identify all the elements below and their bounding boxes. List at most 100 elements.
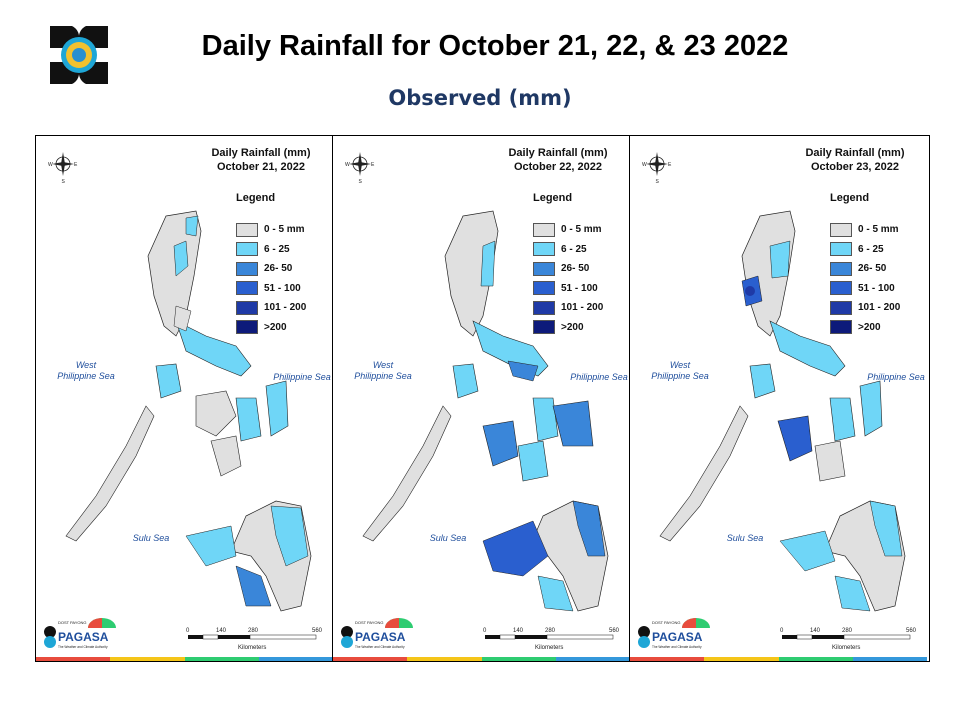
compass-rose-icon: W E S [345,152,375,185]
page-title: Daily Rainfall for October 21, 22, & 23 … [201,30,789,62]
legend-item: >200 [533,318,603,338]
legend-swatch [236,261,258,276]
legend-item: 26- 50 [830,259,900,279]
scale-tick: 280 [248,628,259,634]
legend-item: 51 - 100 [236,279,306,299]
scale-tick: 140 [810,628,821,634]
brand-top: DOST [58,620,70,625]
compass-e: E [668,162,672,168]
compass-e: E [74,162,78,168]
panel-heading: Daily Rainfall (mm) [508,147,608,159]
legend-swatch [533,320,555,335]
legend-item: 51 - 100 [830,279,900,299]
legend-item: 0 - 5 mm [533,220,603,240]
scale-tick: 560 [906,628,917,634]
rainfall-maps: W E S Daily Rainfall (mm) October 21, 20… [35,135,930,662]
legend-label: 101 - 200 [561,302,604,314]
legend-swatch [236,242,258,257]
brand-stripe [36,657,332,661]
map-panel-oct-22: W E S Daily Rainfall (mm) October 22, 20… [333,136,630,661]
legend-label: >200 [858,321,881,333]
map-panel-oct-21: W E S Daily Rainfall (mm) October 21, 20… [36,136,333,661]
scale-bar: 0 140 280 560 Kilometers [780,628,917,651]
legend-label: 101 - 200 [264,302,307,314]
legend-item: 6 - 25 [830,240,900,260]
sea-label-west: West Philippine Sea [354,360,412,381]
scale-tick: 280 [842,628,853,634]
legend-label: 101 - 200 [858,302,901,314]
legend-label: 51 - 100 [264,282,301,294]
panel-date: October 22, 2022 [513,161,603,173]
brand-tagline: The Weather and Climate Authority [58,645,108,649]
panel-header: Daily Rainfall (mm) October 23, 2022 [790,146,920,174]
compass-e: E [371,162,375,168]
panel-header: Daily Rainfall (mm) October 22, 2022 [493,146,623,174]
brand-mid: PAYONG [367,620,384,625]
sea-label-west: West Philippine Sea [57,360,115,381]
legend-label: 51 - 100 [561,282,598,294]
legend-label: 6 - 25 [858,243,884,255]
legend-item: >200 [830,318,900,338]
legend-label: 51 - 100 [858,282,895,294]
legend-item: 0 - 5 mm [236,220,306,240]
sea-label-east: Philippine Sea [570,372,628,382]
sea-label-west: West Philippine Sea [651,360,709,381]
legend-label: 6 - 25 [264,243,290,255]
scale-tick: 0 [780,628,784,634]
scale-tick: 280 [545,628,556,634]
legend-title: Legend [533,192,573,204]
scale-unit: Kilometers [832,645,860,651]
scale-tick: 0 [483,628,487,634]
legend-swatch [830,281,852,296]
legend-label: 26- 50 [264,263,293,275]
legend-swatch [533,222,555,237]
legend: 0 - 5 mm 6 - 25 26- 50 51 - 100 101 - 20… [533,220,603,337]
legend-item: 101 - 200 [830,298,900,318]
legend-label: >200 [561,321,584,333]
panel-date: October 23, 2022 [810,161,900,173]
brand-top: DOST [355,620,367,625]
panel-heading: Daily Rainfall (mm) [211,147,311,159]
legend-label: 26- 50 [561,263,590,275]
legend-label: 0 - 5 mm [264,224,305,236]
sea-label-sulu: Sulu Sea [726,533,764,543]
legend-item: 0 - 5 mm [830,220,900,240]
legend-label: 26- 50 [858,263,887,275]
philippines-rainfall-map [659,210,906,612]
scale-bar: 0 140 280 560 Kilometers [186,628,323,651]
brand-name: PAGASA [355,630,406,644]
compass-rose-icon: W E S [48,152,78,185]
legend-title: Legend [830,192,870,204]
legend-item: 26- 50 [533,259,603,279]
legend-swatch [830,261,852,276]
compass-s: S [62,179,66,185]
panel-heading: Daily Rainfall (mm) [805,147,905,159]
legend-label: 6 - 25 [561,243,587,255]
legend-label: >200 [264,321,287,333]
brand-stripe [333,657,629,661]
legend-swatch [236,281,258,296]
brand-top: DOST [652,620,664,625]
brand-mid: PAYONG [70,620,87,625]
legend-label: 0 - 5 mm [561,224,602,236]
scale-tick: 140 [216,628,227,634]
brand-name: PAGASA [58,630,109,644]
sea-label-sulu: Sulu Sea [132,533,170,543]
sea-label-east: Philippine Sea [273,372,331,382]
legend-swatch [830,320,852,335]
legend-item: 101 - 200 [236,298,306,318]
scale-bar: 0 140 280 560 Kilometers [483,628,620,651]
legend-swatch [533,261,555,276]
pagasa-seal-logo [46,22,112,88]
sea-label-sulu: Sulu Sea [429,533,467,543]
scale-tick: 560 [609,628,620,634]
brand-name: PAGASA [652,630,703,644]
legend-swatch [236,320,258,335]
pagasa-brand-logo: DOST PAYONG PAGASA The Weather and Clima… [638,618,710,649]
sea-label-east: Philippine Sea [867,372,925,382]
scale-unit: Kilometers [238,645,266,651]
brand-mid: PAYONG [664,620,681,625]
legend-swatch [236,300,258,315]
legend-title: Legend [236,192,276,204]
brand-tagline: The Weather and Climate Authority [355,645,405,649]
